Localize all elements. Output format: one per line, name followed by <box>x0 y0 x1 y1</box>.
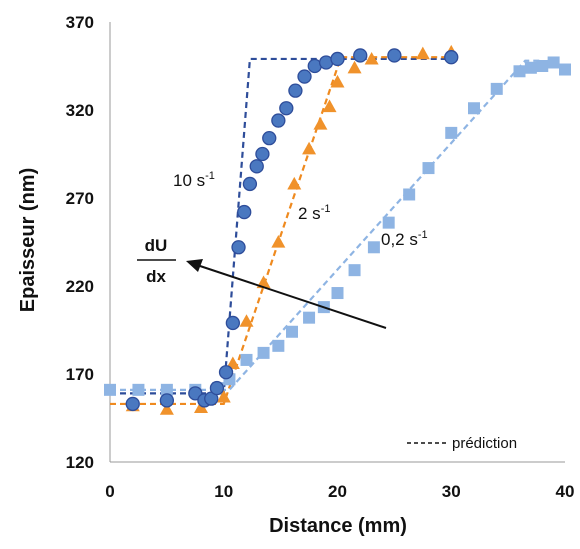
trend-arrow-shaft <box>199 265 387 329</box>
data-point-circle <box>288 83 303 98</box>
data-point-circle <box>271 113 286 128</box>
data-point-square <box>132 383 145 396</box>
du-dx-fraction: dU dx <box>137 236 176 286</box>
prediction-line <box>110 57 452 395</box>
data-point-square <box>403 188 416 201</box>
data-point-square <box>536 60 549 72</box>
y-tick-label: 270 <box>66 189 94 208</box>
data-point-square <box>524 61 537 74</box>
data-point-circle <box>262 131 277 146</box>
data-point-square <box>513 65 526 78</box>
label-2-s-exp: -1 <box>321 203 331 215</box>
y-tick-label: 320 <box>66 101 94 120</box>
data-point-circle <box>444 50 459 65</box>
label-2-s-text: 2 s <box>298 204 321 223</box>
data-point-square <box>272 339 285 352</box>
y-tick-label: 170 <box>66 365 94 384</box>
data-point-square <box>160 383 173 396</box>
markers <box>104 44 571 415</box>
trend-arrow-head <box>186 259 203 272</box>
x-axis-title: Distance (mm) <box>269 515 407 537</box>
data-point-triangle <box>313 117 328 130</box>
fraction-denominator: dx <box>146 267 166 286</box>
data-point-triangle <box>256 275 271 289</box>
data-point-triangle <box>322 99 337 113</box>
label-02-s-text: 0,2 s <box>381 230 418 249</box>
data-point-circle <box>279 101 294 116</box>
data-point-square <box>286 325 298 338</box>
y-tick-label: 120 <box>66 453 94 472</box>
x-tick-label: 40 <box>556 482 575 501</box>
data-point-circle <box>225 315 241 331</box>
data-point-circle <box>255 146 270 162</box>
data-point-triangle <box>287 176 302 190</box>
data-point-triangle <box>239 314 254 327</box>
data-point-square <box>348 264 361 277</box>
data-point-triangle <box>216 389 231 403</box>
data-point-circle <box>353 48 368 63</box>
x-tick-label: 30 <box>442 482 461 501</box>
data-point-circle <box>159 393 175 408</box>
data-point-square <box>331 287 344 300</box>
data-point-triangle <box>330 74 345 88</box>
fraction-numerator: dU <box>145 236 168 255</box>
data-point-circle <box>330 51 345 67</box>
data-point-square <box>382 216 395 229</box>
legend: prédiction <box>407 435 517 452</box>
y-tick-label: 220 <box>66 277 94 296</box>
data-point-square <box>490 82 503 95</box>
data-point-triangle <box>225 356 240 370</box>
data-point-square <box>303 311 316 324</box>
data-point-triangle <box>364 51 379 65</box>
data-point-square <box>422 162 435 175</box>
data-point-circle <box>297 69 312 84</box>
x-tick-label: 10 <box>214 482 233 501</box>
data-point-square <box>468 102 480 115</box>
data-point-square <box>445 126 458 139</box>
label-02-s: 0,2 s-1 <box>381 229 428 249</box>
y-ticks: 120 170 220 270 320 370 <box>66 13 94 472</box>
data-point-circle <box>237 204 252 220</box>
data-point-circle <box>218 365 234 380</box>
data-point-square <box>547 56 560 69</box>
x-tick-label: 0 <box>105 482 114 501</box>
data-point-circle <box>209 380 225 396</box>
data-point-circle <box>125 396 140 412</box>
label-02-s-exp: -1 <box>418 229 428 241</box>
prediction-line <box>110 59 543 391</box>
data-point-square <box>559 63 571 76</box>
data-point-triangle <box>302 141 317 155</box>
label-10-s: 10 s-1 <box>173 170 215 190</box>
data-point-circle <box>231 240 246 255</box>
data-point-triangle <box>347 60 362 74</box>
trend-arrow <box>186 259 387 329</box>
x-ticks: 0 10 20 30 40 <box>105 482 574 501</box>
label-2-s: 2 s-1 <box>298 203 330 223</box>
data-point-circle <box>242 176 258 192</box>
y-axis-title: Epaisseur (nm) <box>17 168 39 312</box>
x-tick-label: 20 <box>328 482 347 501</box>
data-point-square <box>104 383 116 396</box>
data-point-circle <box>387 48 402 63</box>
data-point-triangle <box>415 46 430 60</box>
data-point-circle <box>249 159 264 174</box>
label-10-s-text: 10 s <box>173 171 205 190</box>
data-point-square <box>257 346 270 359</box>
data-point-square <box>240 353 253 366</box>
y-tick-label: 370 <box>66 13 94 32</box>
data-point-square <box>367 241 380 254</box>
data-point-triangle <box>271 235 286 248</box>
legend-label: prédiction <box>452 435 517 452</box>
data-point-triangle <box>159 402 174 415</box>
data-point-triangle <box>194 400 208 414</box>
label-10-s-exp: -1 <box>205 170 215 182</box>
